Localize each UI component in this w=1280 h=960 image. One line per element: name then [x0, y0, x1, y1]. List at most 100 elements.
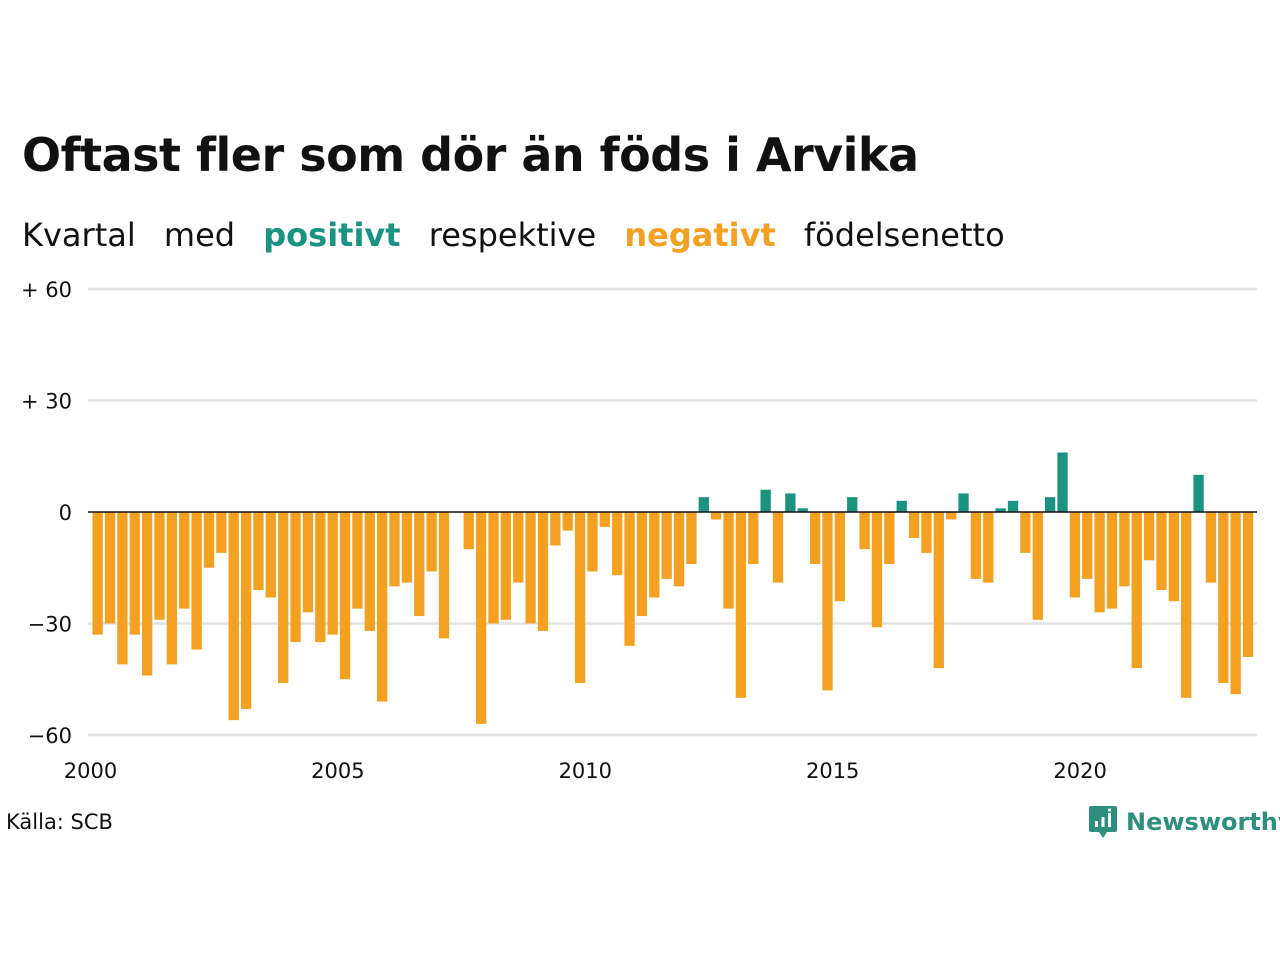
bar — [1119, 512, 1130, 587]
y-tick-label: −30 — [28, 613, 72, 637]
bar — [253, 512, 264, 591]
bar — [686, 512, 697, 565]
bar — [1168, 512, 1179, 602]
bar — [921, 512, 932, 553]
bar — [141, 512, 153, 676]
bar — [1242, 512, 1254, 657]
bar — [711, 512, 722, 520]
bar — [1193, 474, 1204, 512]
bar — [129, 512, 140, 635]
bar — [933, 512, 944, 669]
brand-name: Newsworthy — [1126, 808, 1280, 836]
bar — [191, 512, 202, 650]
x-tick-label: 2020 — [1053, 759, 1106, 783]
bar — [946, 512, 957, 520]
bar — [785, 493, 796, 512]
bar — [377, 512, 388, 702]
bar — [599, 512, 610, 527]
bar — [574, 512, 586, 683]
subtitle-word-fodelsenetto: födelsenetto — [803, 216, 1005, 254]
bar — [104, 512, 116, 624]
bar-chart: + 60 + 30 0 −30 −60 2000 2005 2010 2015 2020 — [21, 278, 1257, 783]
bar — [1020, 512, 1031, 553]
y-tick-label: −60 — [28, 724, 72, 748]
bar — [179, 512, 190, 609]
bar — [884, 512, 895, 565]
bar — [698, 497, 709, 512]
subtitle-negative: negativt — [624, 216, 776, 254]
x-tick-label: 2010 — [559, 759, 612, 783]
chart-subtitle: Kvartal med positivt respektive negativt… — [22, 216, 1023, 254]
brand-logo: Newsworthy — [1088, 804, 1280, 840]
bar — [488, 512, 499, 624]
subtitle-word-respektive: respektive — [428, 216, 597, 254]
bar — [1057, 452, 1068, 512]
bar — [983, 512, 994, 583]
bar — [500, 512, 512, 620]
x-tick-label: 2005 — [311, 759, 364, 783]
bar — [760, 489, 771, 512]
bar — [908, 512, 920, 539]
bar — [748, 512, 759, 565]
bar — [1181, 512, 1192, 698]
bar — [550, 512, 561, 546]
bar — [216, 512, 227, 553]
bar — [438, 512, 450, 639]
bar — [871, 512, 883, 628]
bar — [1044, 497, 1056, 512]
bar — [92, 512, 103, 635]
bar — [661, 512, 672, 579]
bar — [414, 512, 425, 617]
bar — [463, 512, 474, 550]
bar — [1032, 512, 1043, 620]
bar — [265, 512, 276, 598]
bar — [1205, 512, 1217, 583]
bar — [1131, 512, 1142, 669]
subtitle-word-kvartal: Kvartal — [22, 216, 136, 254]
bar — [352, 512, 363, 609]
bar — [1082, 512, 1093, 579]
bar — [327, 512, 338, 635]
bar — [537, 512, 549, 631]
bar — [426, 512, 437, 572]
bar — [772, 512, 784, 583]
y-tick-label: + 60 — [21, 278, 72, 302]
bar — [525, 512, 536, 624]
bar — [475, 512, 487, 724]
bar — [364, 512, 375, 631]
y-tick-label: 0 — [59, 501, 72, 525]
bar — [797, 508, 808, 512]
bar — [1218, 512, 1229, 683]
bar — [847, 497, 858, 512]
subtitle-word-med: med — [163, 216, 236, 254]
chart-bubble-icon — [1089, 806, 1117, 838]
subtitle-positive: positivt — [263, 216, 401, 254]
bar — [636, 512, 648, 617]
bar — [278, 512, 289, 683]
bar — [228, 512, 239, 721]
bar — [970, 512, 982, 579]
bar — [649, 512, 660, 598]
chart-title: Oftast fler som dör än föds i Arvika — [22, 128, 919, 182]
bar — [401, 512, 413, 583]
bar — [389, 512, 400, 587]
bar — [822, 512, 833, 691]
bar — [896, 500, 907, 512]
bar — [513, 512, 524, 583]
bar — [859, 512, 870, 550]
bar — [315, 512, 326, 643]
bar — [339, 512, 351, 680]
bar — [1143, 512, 1155, 561]
bar — [1069, 512, 1081, 598]
bar — [612, 512, 623, 576]
bar — [290, 512, 301, 643]
bar — [1230, 512, 1241, 695]
bar — [1094, 512, 1105, 613]
bar — [1007, 500, 1019, 512]
y-tick-label: + 30 — [21, 390, 72, 414]
bar — [809, 512, 821, 565]
bar — [203, 512, 215, 568]
bar — [624, 512, 635, 646]
bar — [1156, 512, 1167, 591]
bar — [562, 512, 573, 531]
